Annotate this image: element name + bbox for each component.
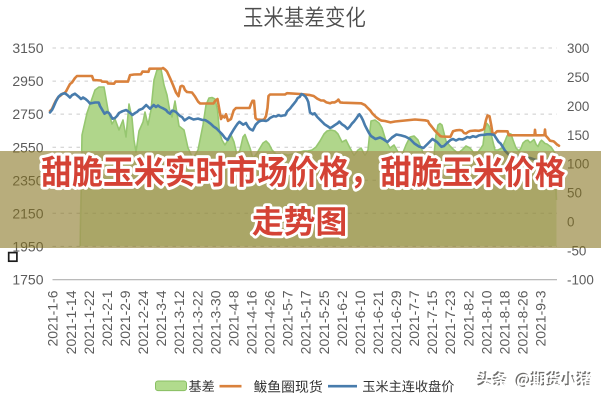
svg-text:2021-8-26: 2021-8-26 <box>515 290 531 354</box>
svg-text:2021-2-24: 2021-2-24 <box>135 290 151 354</box>
svg-text:2021-8-2: 2021-8-2 <box>460 290 476 346</box>
svg-text:2021-1-22: 2021-1-22 <box>81 290 97 354</box>
svg-text:2021-2-9: 2021-2-9 <box>117 290 133 346</box>
svg-text:2021-7-7: 2021-7-7 <box>406 290 422 346</box>
svg-text:2950: 2950 <box>12 73 43 89</box>
svg-text:1750: 1750 <box>12 272 43 288</box>
svg-text:2021-3-30: 2021-3-30 <box>207 290 223 354</box>
svg-text:2021-4-16: 2021-4-16 <box>243 290 259 354</box>
svg-text:2021-6-2: 2021-6-2 <box>334 290 350 346</box>
svg-text:-100: -100 <box>567 272 594 287</box>
svg-text:2021-2-1: 2021-2-1 <box>99 290 115 346</box>
svg-text:150: 150 <box>567 128 589 143</box>
svg-text:2021-5-7: 2021-5-7 <box>280 290 296 346</box>
svg-text:300: 300 <box>567 41 589 56</box>
svg-text:250: 250 <box>567 70 589 85</box>
svg-text:2750: 2750 <box>12 106 43 122</box>
svg-text:2021-8-18: 2021-8-18 <box>496 290 512 354</box>
svg-text:2021-3-12: 2021-3-12 <box>171 290 187 354</box>
svg-text:2021-8-10: 2021-8-10 <box>478 290 494 354</box>
svg-text:200: 200 <box>567 99 589 114</box>
svg-text:2021-7-23: 2021-7-23 <box>442 290 458 354</box>
svg-text:2021-1-14: 2021-1-14 <box>63 290 79 354</box>
svg-text:2021-6-10: 2021-6-10 <box>352 290 368 354</box>
svg-text:2021-3-4: 2021-3-4 <box>153 290 169 346</box>
svg-text:2021-4-26: 2021-4-26 <box>262 290 278 354</box>
svg-text:2021-5-17: 2021-5-17 <box>298 290 314 354</box>
svg-text:2021-1-6: 2021-1-6 <box>45 290 61 346</box>
svg-text:2021-6-21: 2021-6-21 <box>370 290 386 354</box>
svg-text:2021-3-22: 2021-3-22 <box>189 290 205 354</box>
svg-text:2021-9-3: 2021-9-3 <box>533 290 549 346</box>
svg-text:2021-5-25: 2021-5-25 <box>316 290 332 354</box>
svg-text:2021-4-8: 2021-4-8 <box>225 290 241 346</box>
svg-text:2021-6-29: 2021-6-29 <box>388 290 404 354</box>
svg-text:2021-7-15: 2021-7-15 <box>424 290 440 354</box>
svg-text:3150: 3150 <box>12 40 43 56</box>
